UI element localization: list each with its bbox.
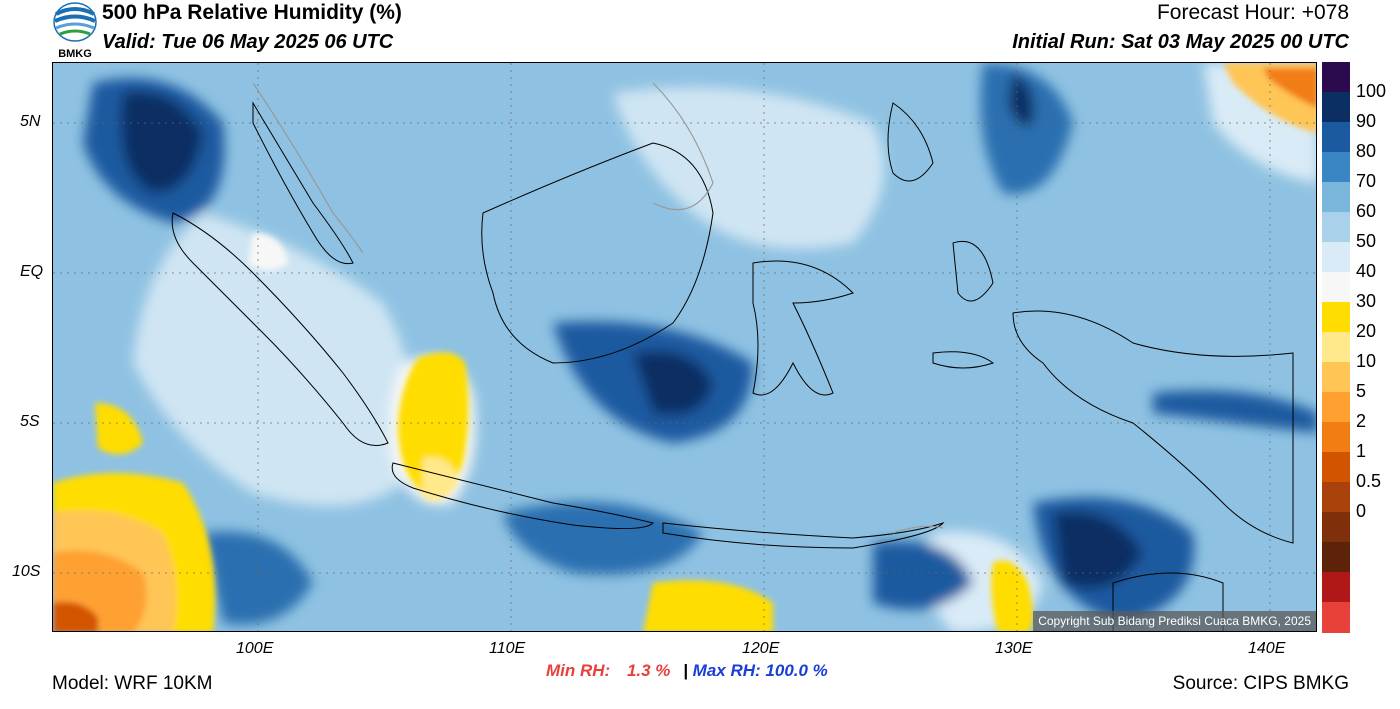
colorbar-segment <box>1322 302 1350 333</box>
lat-label-5s: 5S <box>20 413 40 430</box>
colorbar-segment <box>1322 362 1350 393</box>
forecast-hour: Forecast Hour: +078 <box>1156 1 1349 24</box>
colorbar-segment <box>1322 272 1350 303</box>
colorbar-label: 0 <box>1356 501 1367 521</box>
colorbar-label: 20 <box>1356 321 1377 341</box>
colorbar-label: 0.5 <box>1356 471 1382 491</box>
map-title: 500 hPa Relative Humidity (%) <box>102 1 402 24</box>
colorbar-segment <box>1322 572 1350 603</box>
colorbar-segment <box>1322 422 1350 453</box>
colorbar-label: 100 <box>1356 81 1387 101</box>
max-rh-value: 100.0 % <box>765 661 828 680</box>
colorbar-label: 30 <box>1356 291 1377 311</box>
colorbar-segment <box>1322 392 1350 423</box>
colorbar-label: 60 <box>1356 201 1377 221</box>
colorbar-segment <box>1322 212 1350 243</box>
colorbar-segment <box>1322 602 1350 633</box>
coastlines <box>171 101 1294 631</box>
colorbar-segment <box>1322 62 1350 93</box>
logo-text: BMKG <box>58 48 92 60</box>
colorbar-segment <box>1322 452 1350 483</box>
colorbar-segment <box>1322 332 1350 363</box>
bmkg-logo: BMKG <box>52 2 98 60</box>
lat-label-5n: 5N <box>20 113 41 130</box>
colorbar-label: 70 <box>1356 171 1377 191</box>
copyright-notice: Copyright Sub Bidang Prediksi Cuaca BMKG… <box>1033 611 1316 631</box>
lat-label-10s: 10S <box>12 563 41 580</box>
lon-label-140e: 140E <box>1248 640 1286 657</box>
colorbar-segment <box>1322 482 1350 513</box>
min-rh-label: Min RH: <box>546 661 611 680</box>
lon-label-120e: 120E <box>742 640 780 657</box>
colorbar-label: 80 <box>1356 141 1377 161</box>
humidity-field <box>53 63 1316 631</box>
colorbar <box>1322 62 1350 633</box>
colorbar-label: 10 <box>1356 351 1377 371</box>
rh-stats: Min RH: 1.3 % | Max RH: 100.0 % <box>546 661 828 681</box>
colorbar-segment <box>1322 152 1350 183</box>
lon-label-130e: 130E <box>995 640 1033 657</box>
colorbar-segment <box>1322 242 1350 273</box>
colorbar-segment <box>1322 542 1350 573</box>
valid-time: Valid: Tue 06 May 2025 06 UTC <box>102 31 394 53</box>
data-source: Source: CIPS BMKG <box>1172 673 1349 694</box>
max-rh-label: Max RH: <box>692 661 761 680</box>
min-rh-value: 1.3 % <box>626 661 671 680</box>
colorbar-label: 1 <box>1356 441 1367 461</box>
lon-label-100e: 100E <box>236 640 274 657</box>
colorbar-label: 40 <box>1356 261 1377 281</box>
colorbar-segment <box>1322 92 1350 123</box>
lat-label-eq: EQ <box>20 263 44 280</box>
colorbar-label: 50 <box>1356 231 1377 251</box>
colorbar-label: 90 <box>1356 111 1377 131</box>
colorbar-segment <box>1322 512 1350 543</box>
stats-separator: | <box>683 661 688 680</box>
colorbar-segment <box>1322 122 1350 153</box>
humidity-map: Copyright Sub Bidang Prediksi Cuaca BMKG… <box>52 62 1317 632</box>
colorbar-segment <box>1322 182 1350 213</box>
colorbar-label: 2 <box>1356 411 1367 431</box>
initial-run: Initial Run: Sat 03 May 2025 00 UTC <box>1012 31 1349 53</box>
graticule <box>53 63 1316 631</box>
borders <box>252 82 944 534</box>
model-name: Model: WRF 10KM <box>52 673 213 694</box>
colorbar-label: 5 <box>1356 381 1367 401</box>
lon-label-110e: 110E <box>489 640 526 657</box>
